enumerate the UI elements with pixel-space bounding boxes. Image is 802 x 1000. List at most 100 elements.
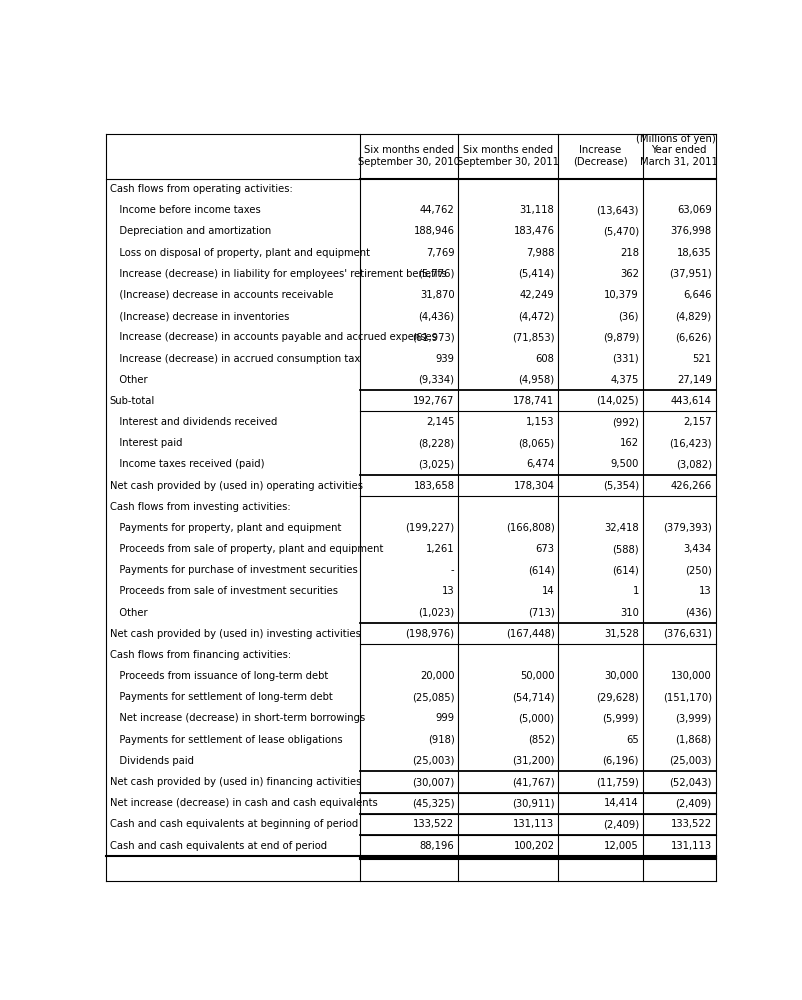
Text: (2,409): (2,409) xyxy=(603,819,639,829)
Text: 673: 673 xyxy=(536,544,554,554)
Text: (852): (852) xyxy=(528,735,554,745)
Text: (61,973): (61,973) xyxy=(411,332,455,342)
Text: Net cash provided by (used in) operating activities: Net cash provided by (used in) operating… xyxy=(110,481,363,491)
Text: 20,000: 20,000 xyxy=(420,671,455,681)
Text: Payments for property, plant and equipment: Payments for property, plant and equipme… xyxy=(110,523,341,533)
Text: (41,767): (41,767) xyxy=(512,777,554,787)
Text: Increase (decrease) in liability for employees' retirement benefits: Increase (decrease) in liability for emp… xyxy=(110,269,446,279)
Text: (4,958): (4,958) xyxy=(518,375,554,385)
Text: Income before income taxes: Income before income taxes xyxy=(110,205,261,215)
Text: (1,023): (1,023) xyxy=(419,608,455,618)
Text: (167,448): (167,448) xyxy=(505,629,554,639)
Text: 4,375: 4,375 xyxy=(610,375,639,385)
Text: 133,522: 133,522 xyxy=(413,819,455,829)
Text: 999: 999 xyxy=(435,713,455,723)
Text: 131,113: 131,113 xyxy=(513,819,554,829)
Text: Payments for settlement of lease obligations: Payments for settlement of lease obligat… xyxy=(110,735,342,745)
Text: Increase (decrease) in accounts payable and accrued expenses: Increase (decrease) in accounts payable … xyxy=(110,332,436,342)
Text: (5,999): (5,999) xyxy=(602,713,639,723)
Text: 31,870: 31,870 xyxy=(419,290,455,300)
Text: (379,393): (379,393) xyxy=(663,523,711,533)
Text: 10,379: 10,379 xyxy=(604,290,639,300)
Text: (198,976): (198,976) xyxy=(406,629,455,639)
Text: 31,528: 31,528 xyxy=(604,629,639,639)
Text: 12,005: 12,005 xyxy=(604,841,639,851)
Text: 443,614: 443,614 xyxy=(670,396,711,406)
Text: (3,082): (3,082) xyxy=(676,459,711,469)
Text: (25,085): (25,085) xyxy=(412,692,455,702)
Text: Proceeds from sale of investment securities: Proceeds from sale of investment securit… xyxy=(110,586,338,596)
Text: (52,043): (52,043) xyxy=(670,777,711,787)
Text: (25,003): (25,003) xyxy=(412,756,455,766)
Text: Net increase (decrease) in short-term borrowings: Net increase (decrease) in short-term bo… xyxy=(110,713,365,723)
Text: (25,003): (25,003) xyxy=(670,756,711,766)
Text: 130,000: 130,000 xyxy=(671,671,711,681)
Text: Increase
(Decrease): Increase (Decrease) xyxy=(573,145,628,167)
Text: (918): (918) xyxy=(427,735,455,745)
Text: (992): (992) xyxy=(612,417,639,427)
Text: 3,434: 3,434 xyxy=(683,544,711,554)
Text: (13,643): (13,643) xyxy=(597,205,639,215)
Text: (8,065): (8,065) xyxy=(518,438,554,448)
Text: 14: 14 xyxy=(542,586,554,596)
Text: 939: 939 xyxy=(435,354,455,364)
Text: Cash flows from operating activities:: Cash flows from operating activities: xyxy=(110,184,292,194)
Text: 1,261: 1,261 xyxy=(426,544,455,554)
Text: Cash flows from financing activities:: Cash flows from financing activities: xyxy=(110,650,290,660)
Text: Dividends paid: Dividends paid xyxy=(110,756,193,766)
Text: 14,414: 14,414 xyxy=(604,798,639,808)
Text: (614): (614) xyxy=(612,565,639,575)
Text: Year ended
March 31, 2011: Year ended March 31, 2011 xyxy=(640,145,718,167)
Text: (199,227): (199,227) xyxy=(405,523,455,533)
Text: 13: 13 xyxy=(442,586,455,596)
Text: 6,474: 6,474 xyxy=(526,459,554,469)
Text: (588): (588) xyxy=(612,544,639,554)
Text: (5,000): (5,000) xyxy=(518,713,554,723)
Text: Proceeds from issuance of long-term debt: Proceeds from issuance of long-term debt xyxy=(110,671,328,681)
Text: 1: 1 xyxy=(633,586,639,596)
Text: Other: Other xyxy=(110,608,148,618)
Text: 42,249: 42,249 xyxy=(520,290,554,300)
Text: (2,409): (2,409) xyxy=(675,798,711,808)
Text: 13: 13 xyxy=(699,586,711,596)
Text: (30,007): (30,007) xyxy=(412,777,455,787)
Text: (14,025): (14,025) xyxy=(597,396,639,406)
Text: (1,868): (1,868) xyxy=(675,735,711,745)
Text: Cash flows from investing activities:: Cash flows from investing activities: xyxy=(110,502,290,512)
Text: Sub-total: Sub-total xyxy=(110,396,155,406)
Text: 521: 521 xyxy=(693,354,711,364)
Text: (5,354): (5,354) xyxy=(603,481,639,491)
Text: (5,414): (5,414) xyxy=(518,269,554,279)
Text: 362: 362 xyxy=(620,269,639,279)
Text: (9,879): (9,879) xyxy=(602,332,639,342)
Text: 9,500: 9,500 xyxy=(610,459,639,469)
Text: (9,334): (9,334) xyxy=(419,375,455,385)
Text: (54,714): (54,714) xyxy=(512,692,554,702)
Text: 183,476: 183,476 xyxy=(513,226,554,236)
Text: 7,769: 7,769 xyxy=(426,248,455,258)
Text: (151,170): (151,170) xyxy=(662,692,711,702)
Text: (6,626): (6,626) xyxy=(675,332,711,342)
Text: (37,951): (37,951) xyxy=(669,269,711,279)
Text: Cash and cash equivalents at beginning of period: Cash and cash equivalents at beginning o… xyxy=(110,819,358,829)
Text: Net cash provided by (used in) investing activities: Net cash provided by (used in) investing… xyxy=(110,629,360,639)
Text: Net cash provided by (used in) financing activities: Net cash provided by (used in) financing… xyxy=(110,777,361,787)
Text: Proceeds from sale of property, plant and equipment: Proceeds from sale of property, plant an… xyxy=(110,544,383,554)
Text: 31,118: 31,118 xyxy=(520,205,554,215)
Text: 30,000: 30,000 xyxy=(605,671,639,681)
Text: Cash and cash equivalents at end of period: Cash and cash equivalents at end of peri… xyxy=(110,841,326,851)
Text: 131,113: 131,113 xyxy=(670,841,711,851)
Text: 32,418: 32,418 xyxy=(604,523,639,533)
Text: 6,646: 6,646 xyxy=(683,290,711,300)
Text: Payments for settlement of long-term debt: Payments for settlement of long-term deb… xyxy=(110,692,332,702)
Text: Six months ended
September 30, 2011: Six months ended September 30, 2011 xyxy=(457,145,559,167)
Text: Interest paid: Interest paid xyxy=(110,438,182,448)
Text: (376,631): (376,631) xyxy=(662,629,711,639)
Text: (250): (250) xyxy=(685,565,711,575)
Text: (713): (713) xyxy=(528,608,554,618)
Text: (436): (436) xyxy=(685,608,711,618)
Text: (3,999): (3,999) xyxy=(675,713,711,723)
Text: 50,000: 50,000 xyxy=(520,671,554,681)
Text: (4,472): (4,472) xyxy=(518,311,554,321)
Text: 18,635: 18,635 xyxy=(677,248,711,258)
